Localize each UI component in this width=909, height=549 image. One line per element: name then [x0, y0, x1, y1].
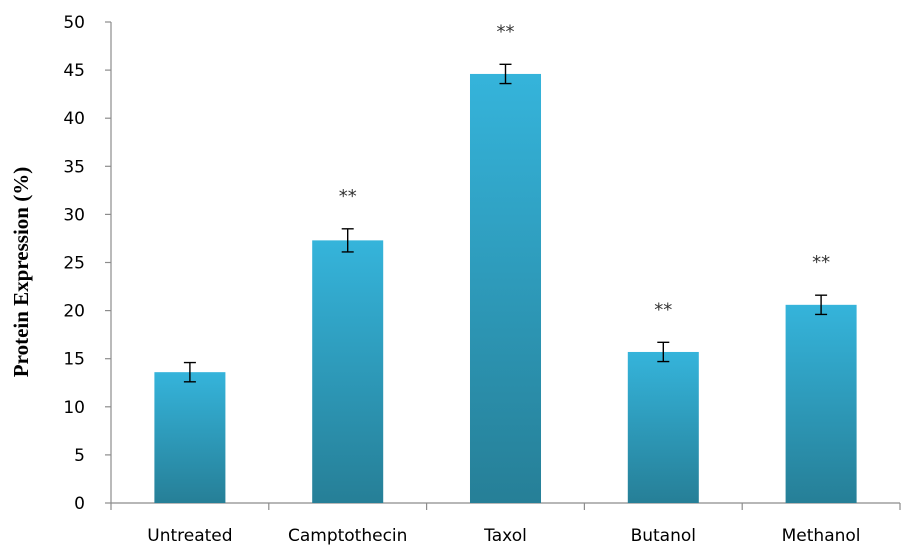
- error-bars: [183, 63, 828, 383]
- y-tick-label: 20: [63, 302, 85, 322]
- bars: [154, 73, 857, 503]
- x-axis: Untreated Camptothecin Taxol Butanol Methano…: [110, 502, 901, 546]
- y-tick-label: 15: [63, 350, 85, 370]
- y-tick-label: 10: [63, 398, 85, 418]
- x-tick-label: Butanol: [631, 526, 696, 546]
- error-bar: [657, 341, 670, 363]
- y-axis: 0 5 10 15 20 25 30 35 40 45 50: [63, 13, 112, 514]
- bar: [785, 304, 857, 503]
- x-tick-label: Untreated: [147, 526, 232, 546]
- significance-label: **: [497, 21, 515, 42]
- y-tick-label: 40: [63, 109, 85, 129]
- y-tick-label: 35: [63, 157, 85, 177]
- bar: [469, 73, 542, 503]
- significance-label: **: [654, 299, 672, 320]
- y-tick-label: 50: [63, 13, 85, 33]
- bar: [627, 351, 699, 503]
- y-axis-label: Protein Expression (%): [9, 167, 33, 377]
- bar: [154, 372, 226, 503]
- significance-label: **: [812, 252, 830, 273]
- error-bar: [499, 63, 512, 85]
- x-tick-label: Camptothecin: [288, 526, 407, 546]
- bar: [312, 240, 384, 503]
- y-tick-label: 30: [63, 205, 85, 225]
- significance-label: **: [339, 186, 357, 207]
- x-tick-label: Taxol: [483, 526, 527, 546]
- y-tick-label: 45: [63, 61, 85, 81]
- error-bar: [815, 294, 828, 316]
- x-tick-label: Methanol: [782, 526, 861, 546]
- error-bar: [183, 361, 196, 383]
- y-tick-label: 0: [74, 494, 85, 514]
- significance-markers: ** ** ** **: [339, 21, 830, 320]
- y-tick-label: 5: [74, 446, 85, 466]
- error-bar: [341, 228, 354, 253]
- y-tick-label: 25: [63, 254, 85, 274]
